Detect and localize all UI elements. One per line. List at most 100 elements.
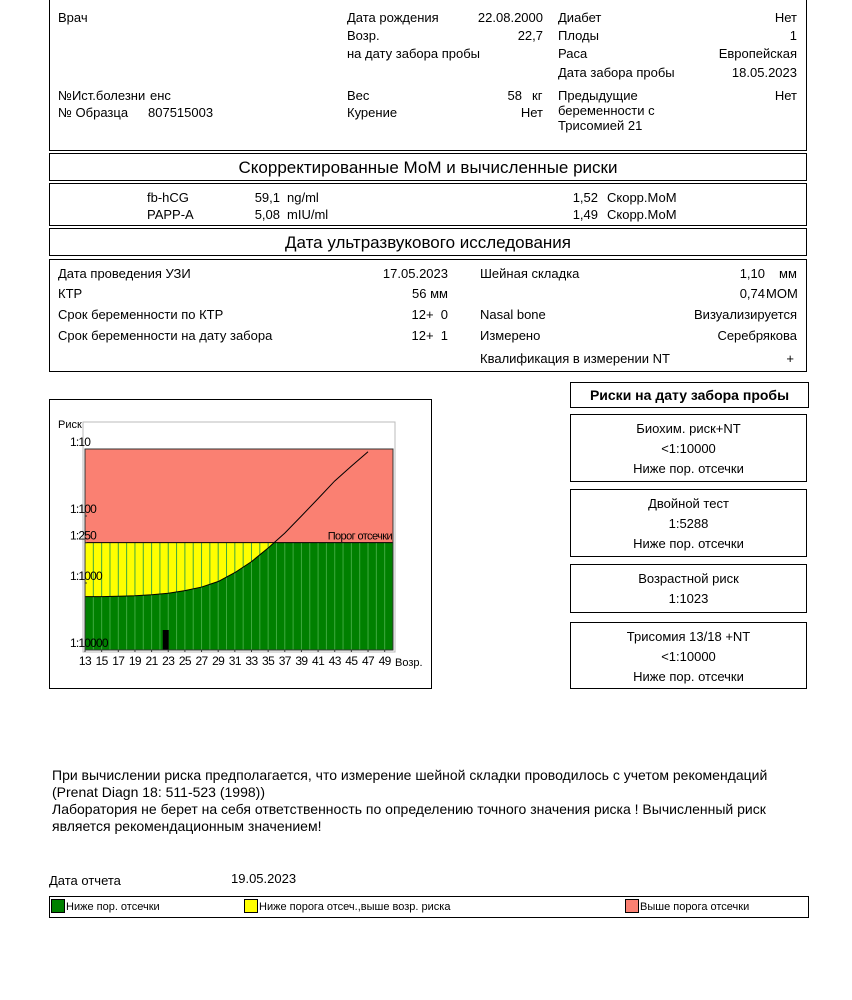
- sample-label: № Образца: [58, 105, 129, 120]
- risk-line: <1:10000: [661, 649, 716, 664]
- risk-line: Ниже пор. отсечки: [633, 461, 744, 476]
- risk-box: Возрастной риск 1:1023: [570, 564, 807, 613]
- green-group: [85, 542, 393, 650]
- chart-box: Порог отсечки 1:10 1:100 1:250 1:1000 1:10000…: [49, 399, 432, 689]
- notes: При вычислении риска предполагается, что…: [52, 767, 812, 835]
- chart: Порог отсечки 1:10 1:100 1:250 1:1000 1:10000…: [58, 419, 423, 669]
- y-tick-label: 1:100: [70, 502, 97, 516]
- us-value: +: [786, 351, 794, 366]
- smoking-value: Нет: [520, 105, 543, 120]
- us-value: 1,10: [739, 266, 765, 281]
- risk-line: Трисомия 13/18 +NT: [626, 629, 751, 644]
- fetuses-value: 1: [789, 28, 797, 43]
- y-tick-label: 1:250: [70, 529, 97, 543]
- us-label: Дата проведения УЗИ: [58, 266, 191, 281]
- weight-unit: кг: [532, 88, 543, 103]
- us-title: Дата ультразвукового исследования: [284, 233, 572, 252]
- mom-unit: mIU/ml: [287, 207, 329, 222]
- note: При вычислении риска предполагается, что…: [52, 767, 768, 800]
- legend-swatch: [625, 899, 639, 913]
- risk-curve: [85, 451, 369, 598]
- legend-label: Выше порога отсечки: [640, 901, 750, 913]
- race-value: Европейская: [718, 46, 797, 61]
- risk-line: Биохим. риск+NT: [636, 421, 741, 436]
- x-tick-label: 19: [129, 654, 142, 668]
- x-tick-label: 13: [79, 654, 92, 668]
- age-note: на дату забора пробы: [347, 46, 480, 61]
- prev-label: Предыдущие беременности с Трисомией 21: [558, 88, 655, 133]
- patient-box: [49, 0, 807, 151]
- x-tick-label: 29: [212, 654, 225, 668]
- birth-label: Дата рождения: [347, 10, 439, 25]
- plot-border: [84, 448, 394, 651]
- patient-marker: [162, 630, 169, 650]
- note: Лаборатория не берет на себя ответственн…: [52, 801, 766, 834]
- us-value: 12+ 1: [411, 328, 448, 343]
- y-axis-label: Риск: [58, 419, 82, 431]
- x-tick-label: 15: [96, 654, 109, 668]
- x-tick-label: 33: [245, 654, 258, 668]
- x-tick-label: 35: [262, 654, 275, 668]
- risk-box: Двойной тест 1:5288 Ниже пор. отсечки: [570, 489, 807, 557]
- x-tick-label: 47: [362, 654, 375, 668]
- region-above: [85, 449, 393, 543]
- risk-line: Ниже пор. отсечки: [633, 536, 744, 551]
- x-tick-label: 37: [279, 654, 292, 668]
- y-tick-label: 1:10: [70, 435, 91, 449]
- mom-mom-unit: Скорр.МоМ: [607, 190, 677, 205]
- sampling-value: 18.05.2023: [731, 65, 797, 80]
- us-label: Срок беременности на дату забора: [58, 328, 273, 343]
- doctor-label: Врач: [58, 10, 88, 25]
- x-axis-label: Возр.: [395, 657, 423, 669]
- legend-box: [49, 896, 809, 918]
- y-tick-label: 1:10000: [70, 636, 109, 650]
- us-box: [49, 259, 807, 372]
- race-label: Раса: [558, 46, 588, 61]
- x-tick-label: 17: [112, 654, 125, 668]
- mom-title: Скорректированные МоМ и вычисленные риск…: [238, 158, 618, 177]
- history-label: №Ист.болезни: [58, 88, 146, 103]
- plot-frame: [82, 421, 396, 653]
- us-value: 12+ 0: [411, 307, 448, 322]
- x-tick-label: 43: [329, 654, 342, 668]
- us-label: Квалификация в измерении NT: [480, 351, 670, 366]
- weight-label: Вес: [347, 88, 370, 103]
- us-title-box: Дата ультразвукового исследования: [49, 228, 807, 256]
- risk-line: 1:5288: [668, 516, 709, 531]
- report-label: Дата отчета: [49, 873, 121, 888]
- y-tick-label: 1:1000: [70, 569, 103, 583]
- x-tick-label: 21: [146, 654, 159, 668]
- us-label: Измерено: [480, 328, 541, 343]
- us-value: 0,74: [739, 286, 765, 301]
- history-value: енс: [150, 88, 171, 103]
- us-value: Визуализируется: [694, 307, 797, 322]
- risk-line: Возрастной риск: [638, 571, 739, 586]
- us-label: Nasal bone: [480, 307, 546, 322]
- us-label: Шейная складка: [480, 266, 580, 281]
- x-tick-label: 45: [345, 654, 358, 668]
- x-tick-label: 49: [379, 654, 392, 668]
- x-tick-label: 27: [195, 654, 208, 668]
- risks-title: Риски на дату забора пробы: [570, 382, 809, 408]
- risk-box: Трисомия 13/18 +NT <1:10000 Ниже пор. отсе…: [570, 622, 807, 689]
- mom-value: 59,1: [254, 190, 280, 205]
- us-value: 56 мм: [412, 286, 448, 301]
- legend-label: Ниже пор. отсечки: [66, 901, 160, 913]
- us-value: 17.05.2023: [382, 266, 448, 281]
- prev-value: Нет: [774, 88, 797, 103]
- mom-name: fb-hCG: [147, 190, 189, 205]
- region-below: [85, 542, 393, 650]
- smoking-label: Курение: [347, 105, 398, 120]
- mom-title-box: Скорректированные МоМ и вычисленные риск…: [49, 153, 807, 181]
- mom-box: [49, 183, 807, 226]
- mom-unit: ng/ml: [287, 190, 319, 205]
- risk-line: Двойной тест: [648, 496, 729, 511]
- birth-value: 22.08.2000: [477, 10, 543, 25]
- us-label: КТР: [58, 286, 83, 301]
- x-tick-label: 39: [295, 654, 308, 668]
- risk-line: Ниже пор. отсечки: [633, 669, 744, 684]
- legend-swatch: [244, 899, 258, 913]
- fetuses-label: Плоды: [558, 28, 599, 43]
- weight-value: 58: [507, 88, 522, 103]
